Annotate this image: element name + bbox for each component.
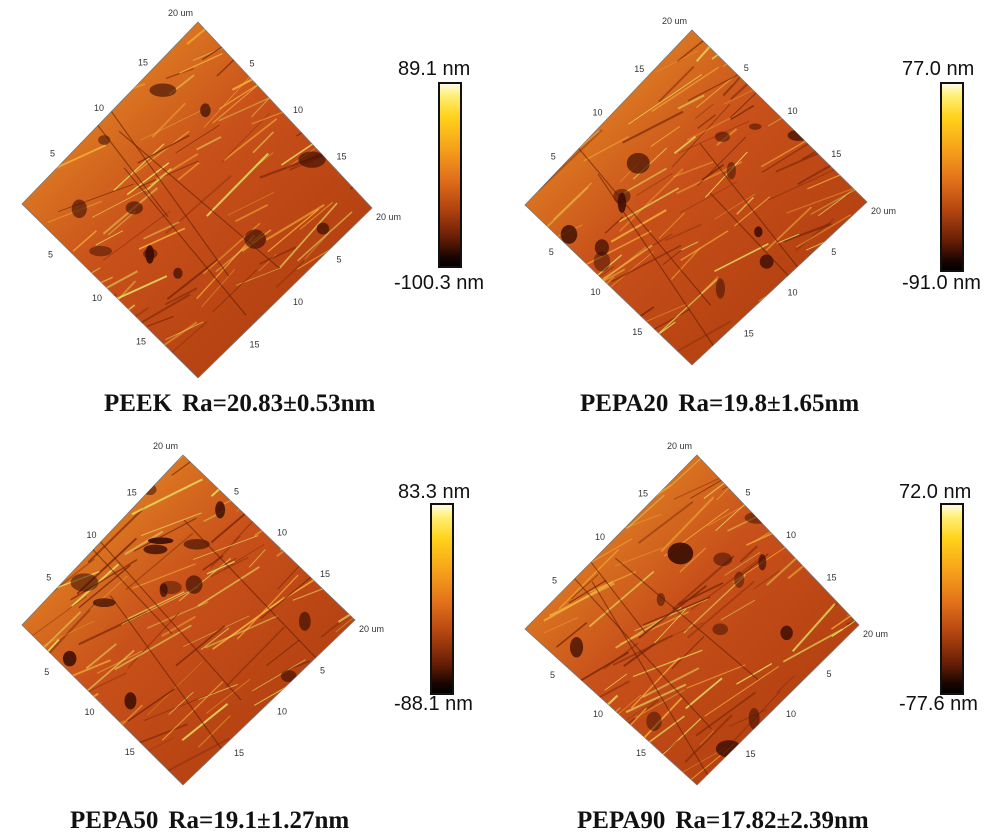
afm-surface-image: 5 5 5 5 10 10 10 10 15 15 15 15 20 um 20 um bbox=[21, 8, 401, 379]
axis-tick-label: 15 bbox=[831, 149, 841, 159]
scale-max-label: 77.0 nm bbox=[902, 58, 975, 80]
axis-tick-label: 5 bbox=[552, 576, 557, 586]
axis-tick-label: 15 bbox=[827, 573, 837, 583]
axis-end-label: 20 um bbox=[871, 206, 896, 216]
axis-tick-label: 5 bbox=[746, 488, 751, 498]
axis-tick-label: 5 bbox=[827, 669, 832, 679]
scale-min-label: -91.0 nm bbox=[902, 272, 981, 294]
axis-tick-label: 15 bbox=[638, 489, 648, 499]
axis-tick-label: 5 bbox=[44, 667, 49, 677]
axis-tick-label: 5 bbox=[831, 247, 836, 257]
axis-tick-label: 15 bbox=[746, 749, 756, 759]
axis-end-label: 20 um bbox=[863, 629, 888, 639]
scale-min-label: -100.3 nm bbox=[394, 272, 485, 294]
axis-tick-label: 10 bbox=[786, 709, 796, 719]
axis-tick-label: 5 bbox=[46, 573, 51, 583]
afm-panel-pepa20: 5 5 5 5 10 10 10 10 15 15 15 15 20 um 20 um 77.0 nm -… bbox=[497, 0, 993, 417]
axis-tick-label: 10 bbox=[94, 103, 104, 113]
axis-tick-label: 15 bbox=[127, 488, 137, 498]
axis-tick-label: 5 bbox=[550, 670, 555, 680]
sample-caption: PEPA50 Ra=19.1±1.27nm bbox=[70, 807, 349, 835]
axis-tick-label: 10 bbox=[87, 530, 97, 540]
sample-name: PEEK bbox=[104, 390, 173, 417]
axis-tick-label: 10 bbox=[293, 105, 303, 115]
axis-tick-label: 15 bbox=[634, 64, 644, 74]
axis-tick-label: 15 bbox=[632, 327, 642, 337]
axis-corner-label: 20 um bbox=[667, 441, 692, 451]
scale-max-label: 72.0 nm bbox=[899, 481, 972, 503]
axis-tick-label: 5 bbox=[50, 149, 55, 159]
axis-tick-label: 5 bbox=[320, 665, 325, 675]
roughness-value: Ra=19.1±1.27nm bbox=[168, 807, 350, 834]
roughness-value: Ra=17.82±2.39nm bbox=[675, 807, 869, 834]
axis-tick-label: 15 bbox=[320, 569, 330, 579]
sample-name: PEPA20 bbox=[580, 390, 669, 417]
afm-panel-peek: 5 5 5 5 10 10 10 10 15 15 15 15 20 um 20 um 89.1 nm -… bbox=[0, 0, 496, 417]
axis-tick-label: 15 bbox=[234, 748, 244, 758]
sample-caption: PEEK Ra=20.83±0.53nm bbox=[104, 390, 375, 418]
axis-tick-label: 5 bbox=[551, 151, 556, 161]
axis-tick-label: 10 bbox=[593, 108, 603, 118]
afm-surface-image: 5 5 5 5 10 10 10 10 15 15 15 15 20 um 20 um bbox=[21, 441, 384, 786]
height-colorbar bbox=[940, 82, 964, 272]
axis-tick-label: 15 bbox=[138, 58, 148, 68]
axis-tick-label: 5 bbox=[48, 250, 53, 260]
sample-name: PEPA90 bbox=[577, 807, 666, 834]
sample-name: PEPA50 bbox=[70, 807, 159, 834]
axis-tick-label: 5 bbox=[337, 255, 342, 265]
axis-tick-label: 10 bbox=[92, 293, 102, 303]
afm-surface-image: 5 5 5 5 10 10 10 10 15 15 15 15 20 um 20 um bbox=[524, 441, 888, 786]
axis-corner-label: 20 um bbox=[662, 16, 687, 26]
axis-tick-label: 10 bbox=[591, 287, 601, 297]
axis-tick-label: 10 bbox=[788, 288, 798, 298]
axis-end-label: 20 um bbox=[359, 624, 384, 634]
scale-min-label: -77.6 nm bbox=[899, 693, 978, 715]
axis-tick-label: 15 bbox=[636, 748, 646, 758]
axis-end-label: 20 um bbox=[376, 212, 401, 222]
axis-corner-label: 20 um bbox=[168, 8, 193, 18]
afm-panel-pepa50: 5 5 5 5 10 10 10 10 15 15 15 15 20 um 20 um 83.3 nm -… bbox=[0, 417, 496, 834]
axis-tick-label: 15 bbox=[125, 747, 135, 757]
scale-max-label: 83.3 nm bbox=[398, 481, 471, 503]
axis-tick-label: 5 bbox=[234, 486, 239, 496]
axis-tick-label: 5 bbox=[744, 63, 749, 73]
sample-caption: PEPA20 Ra=19.8±1.65nm bbox=[580, 390, 859, 418]
sample-caption: PEPA90 Ra=17.82±2.39nm bbox=[577, 807, 869, 835]
axis-tick-label: 15 bbox=[250, 340, 260, 350]
roughness-value: Ra=20.83±0.53nm bbox=[182, 390, 376, 417]
axis-tick-label: 15 bbox=[337, 152, 347, 162]
height-colorbar bbox=[940, 503, 964, 695]
axis-tick-label: 10 bbox=[293, 297, 303, 307]
axis-tick-label: 5 bbox=[549, 247, 554, 257]
axis-tick-label: 10 bbox=[593, 709, 603, 719]
axis-tick-label: 10 bbox=[788, 106, 798, 116]
axis-tick-label: 10 bbox=[277, 707, 287, 717]
afm-surface-image: 5 5 5 5 10 10 10 10 15 15 15 15 20 um 20 um bbox=[524, 16, 896, 366]
axis-tick-label: 10 bbox=[786, 530, 796, 540]
height-colorbar bbox=[430, 503, 454, 695]
height-colorbar bbox=[438, 82, 462, 268]
axis-tick-label: 15 bbox=[744, 328, 754, 338]
afm-panel-pepa90: 5 5 5 5 10 10 10 10 15 15 15 15 20 um 20 um 72.0 nm -… bbox=[497, 417, 993, 834]
scale-max-label: 89.1 nm bbox=[398, 58, 471, 80]
roughness-value: Ra=19.8±1.65nm bbox=[678, 390, 860, 417]
axis-tick-label: 10 bbox=[85, 707, 95, 717]
axis-tick-label: 5 bbox=[250, 59, 255, 69]
axis-corner-label: 20 um bbox=[153, 441, 178, 451]
axis-tick-label: 10 bbox=[277, 528, 287, 538]
axis-tick-label: 15 bbox=[136, 337, 146, 347]
axis-tick-label: 10 bbox=[595, 532, 605, 542]
scale-min-label: -88.1 nm bbox=[394, 693, 473, 715]
